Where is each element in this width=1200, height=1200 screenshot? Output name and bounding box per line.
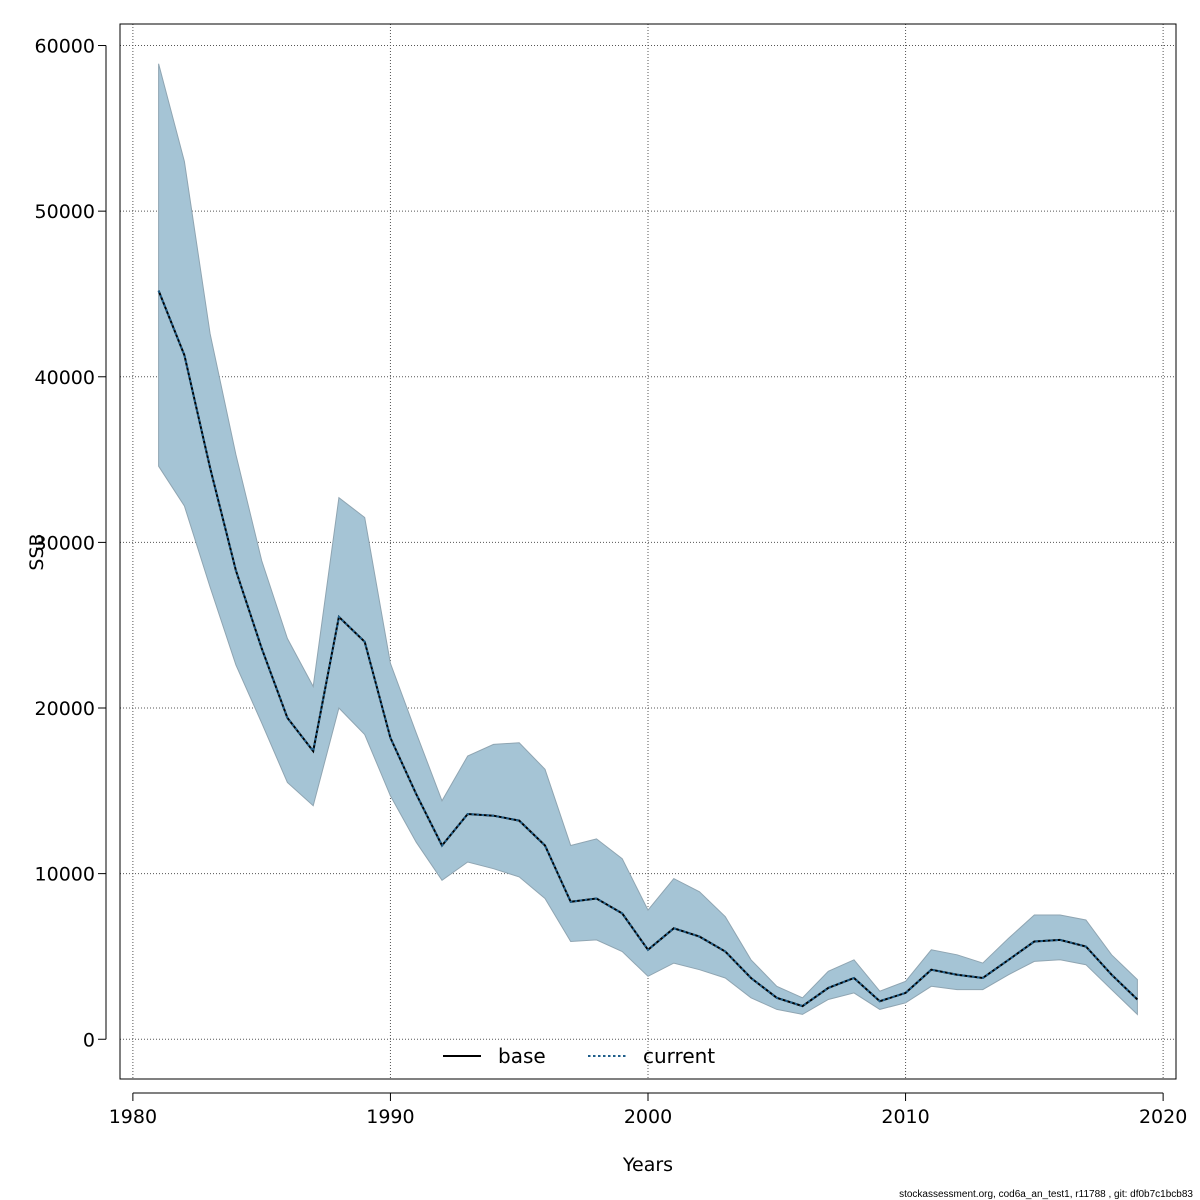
y-axis-title: SSB xyxy=(26,533,48,570)
point-current-1993 xyxy=(467,814,468,815)
y-tick-label-30000: 30000 xyxy=(35,532,95,554)
point-current-2011 xyxy=(931,969,932,970)
point-current-2004 xyxy=(751,977,752,978)
point-current-2003 xyxy=(725,951,726,952)
point-current-2019 xyxy=(1137,999,1138,1000)
point-current-1999 xyxy=(622,913,623,914)
point-current-1990 xyxy=(390,737,391,738)
y-tick-label-20000: 20000 xyxy=(35,698,95,720)
point-current-1988 xyxy=(338,616,339,617)
point-current-2005 xyxy=(776,997,777,998)
point-current-2000 xyxy=(648,949,649,950)
y-tick-label-0: 0 xyxy=(83,1029,95,1051)
point-current-1984 xyxy=(235,570,236,571)
point-current-2015 xyxy=(1034,941,1035,942)
point-current-1994 xyxy=(493,815,494,816)
point-current-2008 xyxy=(854,977,855,978)
point-current-1981 xyxy=(158,290,159,291)
point-current-2018 xyxy=(1111,974,1112,975)
footer-note: stockassessment.org, cod6a_an_test1, r11… xyxy=(899,1189,1193,1200)
legend-label-current: current xyxy=(643,1044,715,1068)
x-tick-label-2010: 2010 xyxy=(881,1106,929,1128)
x-tick-label-1980: 1980 xyxy=(109,1106,157,1128)
point-current-2012 xyxy=(957,974,958,975)
point-current-1986 xyxy=(287,717,288,718)
x-tick-label-1990: 1990 xyxy=(366,1106,414,1128)
point-current-1991 xyxy=(416,794,417,795)
point-current-1985 xyxy=(261,648,262,649)
point-current-1996 xyxy=(544,845,545,846)
point-current-1995 xyxy=(519,820,520,821)
legend-label-base: base xyxy=(498,1044,546,1068)
y-tick-label-60000: 60000 xyxy=(35,36,95,58)
point-current-1989 xyxy=(364,641,365,642)
point-current-1982 xyxy=(184,355,185,356)
grid-lines xyxy=(120,24,1176,1079)
point-current-2016 xyxy=(1060,939,1061,940)
point-current-2017 xyxy=(1085,946,1086,947)
point-current-2013 xyxy=(982,977,983,978)
x-axis-title: Years xyxy=(622,1154,673,1176)
x-axis: 1980 1990 2000 2010 2020 xyxy=(109,1092,1187,1128)
point-current-1983 xyxy=(210,467,211,468)
point-current-2001 xyxy=(673,928,674,929)
point-current-1997 xyxy=(570,901,571,902)
point-current-2007 xyxy=(828,987,829,988)
y-axis: 0 10000 20000 30000 40000 50000 60000 xyxy=(35,36,107,1051)
x-tick-label-2020: 2020 xyxy=(1139,1106,1187,1128)
point-current-2009 xyxy=(879,1001,880,1002)
point-current-1998 xyxy=(596,898,597,899)
legend: base current xyxy=(443,1044,715,1068)
confidence-band xyxy=(158,63,1138,1016)
point-current-2010 xyxy=(905,992,906,993)
point-current-2014 xyxy=(1008,959,1009,960)
x-tick-label-2000: 2000 xyxy=(624,1106,672,1128)
plot-frame xyxy=(119,23,1177,1080)
series-line-current xyxy=(157,290,1139,1008)
point-current-1992 xyxy=(441,845,442,846)
y-tick-label-50000: 50000 xyxy=(35,201,95,223)
y-tick-label-10000: 10000 xyxy=(35,864,95,886)
y-tick-label-40000: 40000 xyxy=(35,367,95,389)
point-current-2006 xyxy=(802,1006,803,1007)
point-current-1987 xyxy=(313,751,314,752)
point-current-2002 xyxy=(699,936,700,937)
